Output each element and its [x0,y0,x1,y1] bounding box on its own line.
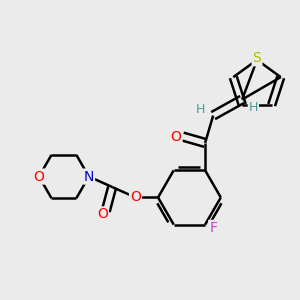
Text: H: H [249,101,258,114]
Text: O: O [97,207,108,221]
Text: N: N [84,169,94,184]
Text: O: O [130,190,141,205]
Text: H: H [196,103,205,116]
Text: O: O [171,130,182,143]
Text: O: O [34,169,44,184]
Text: S: S [253,51,261,65]
Text: F: F [209,221,217,235]
